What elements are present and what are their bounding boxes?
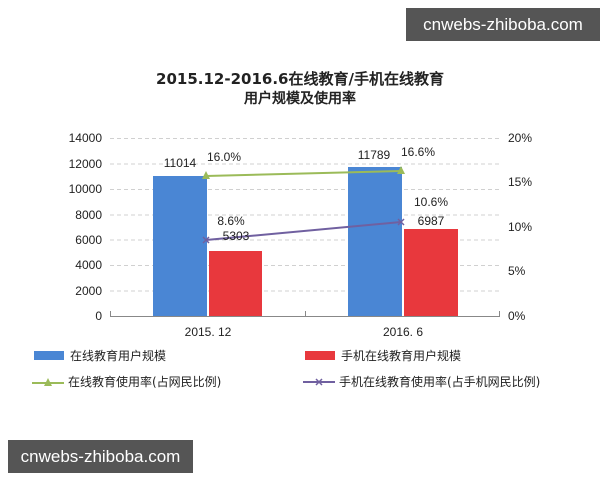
svg-text:14000: 14000 — [69, 131, 103, 145]
svg-text:6987: 6987 — [418, 214, 445, 228]
legend-swatch-blue — [34, 351, 64, 360]
bars — [153, 167, 458, 316]
line-mobile-rate — [202, 218, 405, 244]
svg-text:2016. 6: 2016. 6 — [383, 325, 423, 339]
svg-text:6000: 6000 — [75, 233, 102, 247]
y-axis-left: 0 2000 4000 6000 8000 10000 12000 14000 — [69, 131, 103, 323]
bar-mobile-2016-6 — [404, 229, 458, 316]
watermark-bottom: cnwebs-zhiboba.com — [8, 440, 193, 473]
svg-text:4000: 4000 — [75, 258, 102, 272]
bar-mobile-2015-12 — [209, 251, 262, 316]
legend-item-online-users: 在线教育用户规模 — [34, 347, 166, 364]
data-labels: 11014 11789 5303 6987 16.0% 16.6% 8.6% 1… — [164, 145, 449, 243]
svg-text:0: 0 — [95, 309, 102, 323]
legend-item-online-rate: 在线教育使用率(占网民比例) — [32, 373, 221, 390]
svg-text:11014: 11014 — [164, 156, 197, 170]
svg-text:0%: 0% — [508, 309, 526, 323]
svg-text:2015. 12: 2015. 12 — [185, 325, 232, 339]
svg-text:20%: 20% — [508, 131, 532, 145]
chart-subtitle: 用户规模及使用率 — [244, 91, 356, 107]
svg-text:16.0%: 16.0% — [207, 150, 241, 164]
svg-text:2000: 2000 — [75, 284, 102, 298]
x-axis-labels: 2015. 12 2016. 6 — [185, 325, 424, 339]
x-axis — [110, 311, 500, 317]
bar-online-2016-6 — [348, 167, 402, 316]
bar-online-2015-12 — [153, 176, 207, 316]
svg-text:5%: 5% — [508, 264, 526, 278]
svg-text:15%: 15% — [508, 175, 532, 189]
legend-swatch-red — [305, 351, 335, 360]
legend-item-mobile-rate: 手机在线教育使用率(占手机网民比例) — [303, 373, 540, 390]
line-online-rate — [202, 166, 405, 179]
y-axis-right: 0% 5% 10% 15% 20% — [508, 131, 532, 323]
svg-text:16.6%: 16.6% — [401, 145, 435, 159]
svg-text:5303: 5303 — [223, 229, 250, 243]
legend-item-mobile-users: 手机在线教育用户规模 — [305, 347, 461, 364]
svg-text:8000: 8000 — [75, 208, 102, 222]
svg-text:10%: 10% — [508, 220, 532, 234]
chart-title: 2015.12-2016.6在线教育/手机在线教育 — [156, 70, 444, 88]
svg-text:10.6%: 10.6% — [414, 195, 448, 209]
svg-text:8.6%: 8.6% — [217, 214, 245, 228]
svg-text:11789: 11789 — [358, 148, 391, 162]
triangle-marker-icon — [32, 377, 64, 386]
watermark-top: cnwebs-zhiboba.com — [406, 8, 600, 41]
svg-text:10000: 10000 — [69, 182, 103, 196]
svg-text:12000: 12000 — [69, 157, 103, 171]
x-marker-icon — [303, 377, 335, 386]
